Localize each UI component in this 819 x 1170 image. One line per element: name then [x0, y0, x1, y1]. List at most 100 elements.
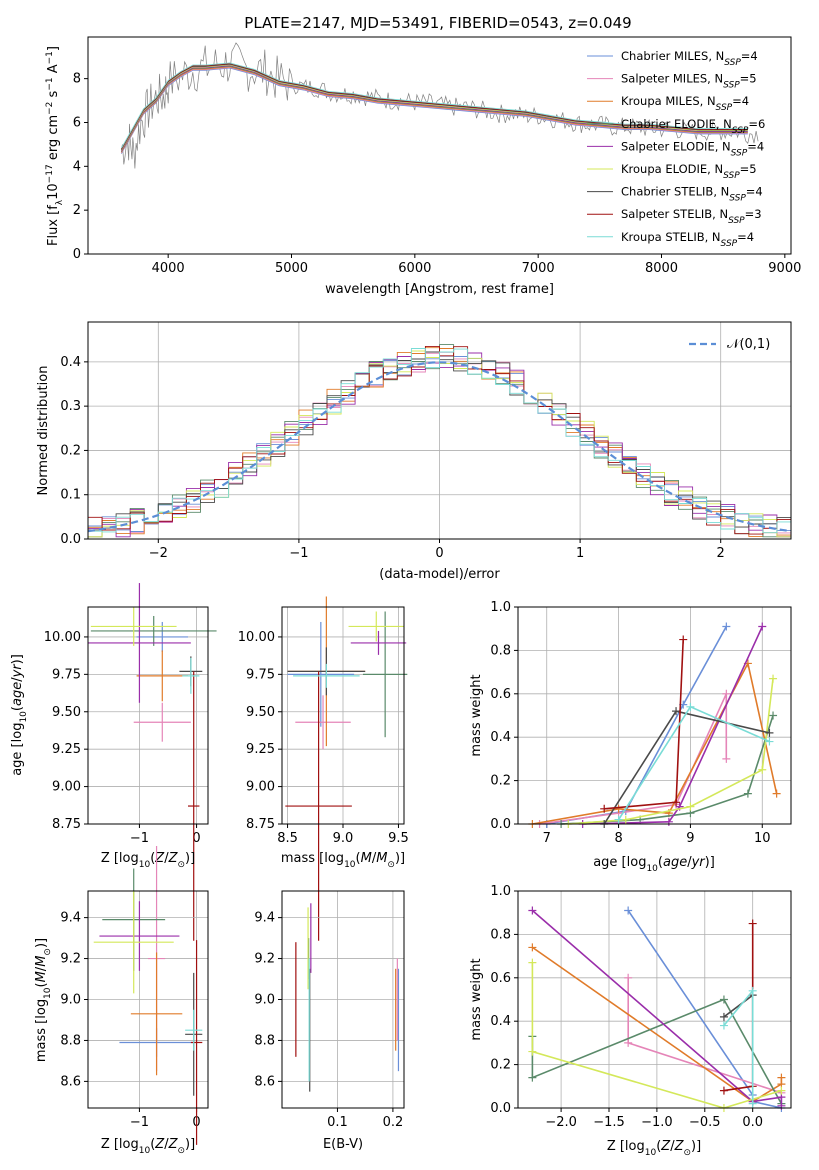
mZ-frame — [87, 890, 209, 1109]
ageZ-ytick-label: 8.75 — [52, 817, 81, 832]
wZ-marker — [624, 906, 633, 915]
mE-ytick-label: 9.4 — [254, 911, 275, 926]
label-part: / — [372, 851, 377, 866]
wAge-marker — [679, 635, 688, 644]
wAge-marker — [769, 711, 778, 720]
label-part: ( — [656, 1139, 661, 1154]
label-part: =5 — [740, 72, 757, 86]
legend-label: Salpeter STELIB, NSSP=3 — [621, 207, 762, 226]
label-part: ( — [356, 851, 361, 866]
label-part: M — [34, 956, 49, 967]
ageZ-ytick-label: 9.75 — [52, 667, 81, 682]
ageZ-ylabel: age [log10(age/yr)] — [10, 654, 29, 776]
label-part: )] — [185, 1137, 195, 1152]
label-part: age — [663, 855, 687, 870]
label-part: =4 — [747, 139, 764, 153]
wAge-xtick-label: 7 — [543, 831, 551, 846]
spectrum-frame — [87, 36, 792, 255]
label-part: age [log — [593, 855, 646, 870]
wZ-series-line — [723, 994, 754, 1018]
hist-normal-curve — [87, 361, 792, 533]
wAge-marker — [722, 754, 731, 763]
wZ-ytick-label: 0.2 — [490, 1058, 511, 1073]
wAge-marker — [621, 815, 630, 824]
spectrum-xtick-label: 4000 — [152, 261, 185, 276]
hist-series-step — [88, 348, 791, 534]
hist-legend-label: 𝒩(0,1) — [727, 337, 770, 352]
wAge-marker — [765, 728, 774, 737]
ageM-ytick-label: 9.50 — [246, 705, 275, 720]
mE-ytick-label: 8.8 — [254, 1033, 275, 1048]
ageZ-ytick-label: 9.50 — [52, 705, 81, 720]
mE-frame — [281, 890, 405, 1109]
spectrum-model-line — [120, 65, 748, 152]
wZ-marker — [528, 943, 537, 952]
wAge-ytick-label: 0.0 — [490, 817, 511, 832]
spectrum-xtick-label: 7000 — [522, 261, 555, 276]
ageM-xtick-label: 9.5 — [388, 831, 409, 846]
spectrum-model-line — [120, 62, 748, 149]
label-part: Salpeter STELIB, N — [621, 207, 728, 221]
wZ-marker — [528, 1073, 537, 1082]
mE-xtick-label: 0.2 — [383, 1115, 404, 1130]
mE-xlabel: E(B-V) — [323, 1137, 363, 1152]
wAge-marker — [614, 804, 623, 813]
wZ-marker — [719, 995, 728, 1004]
label-part: )] — [185, 851, 195, 866]
wAge-marker — [672, 798, 681, 807]
label-part: SSP — [716, 103, 733, 113]
wAge-marker — [765, 737, 774, 746]
wAge-marker — [672, 707, 681, 716]
wZ-marker — [748, 986, 757, 995]
wZ-marker — [748, 919, 757, 928]
wZ-marker — [719, 1012, 728, 1021]
hist-ytick-label: 0.3 — [60, 399, 81, 414]
label-part: Z [log — [101, 851, 139, 866]
ageM-xtick-label: 9.0 — [333, 831, 354, 846]
wAge-ytick-label: 0.8 — [490, 643, 511, 658]
label-part: ⊙ — [683, 1148, 691, 1158]
hist-ytick-label: 0.1 — [60, 488, 81, 503]
label-part: / — [10, 677, 25, 682]
label-part: Z — [154, 851, 165, 866]
label-part: Salpeter ELODIE, N — [621, 139, 731, 153]
wZ-xtick-label: −0.5 — [689, 1115, 721, 1130]
label-part: =6 — [748, 117, 765, 131]
label-part: / — [34, 966, 49, 971]
wZ-ytick-label: 0.8 — [490, 927, 511, 942]
wZ-marker — [528, 1047, 537, 1056]
legend-label: Chabrier MILES, NSSP=4 — [621, 49, 758, 68]
label-part: mass [log — [281, 851, 344, 866]
label-part: Kroupa STELIB, N — [621, 230, 721, 244]
label-part: M — [376, 851, 387, 866]
label-part: 10 — [645, 1148, 657, 1158]
label-part: 10 — [344, 860, 356, 870]
wAge-marker — [743, 789, 752, 798]
wAge-series-line — [546, 626, 728, 825]
mZ-ytick-label: 8.6 — [60, 1074, 81, 1089]
hist-ytick-label: 0.4 — [60, 355, 81, 370]
label-part: =3 — [745, 207, 762, 221]
label-part: )] — [10, 654, 25, 664]
label-part: 10 — [19, 711, 29, 723]
label-part: Z — [154, 1137, 165, 1152]
legend-label: Kroupa STELIB, NSSP=4 — [621, 230, 754, 249]
label-part: erg cm — [46, 115, 61, 164]
wAge-marker — [686, 702, 695, 711]
label-part: / — [164, 1137, 169, 1152]
wAge-marker — [758, 622, 767, 631]
wAge-xlabel: age [log10(age/yr)] — [593, 855, 715, 874]
label-part: =4 — [737, 230, 754, 244]
spectrum-model-line — [120, 67, 748, 154]
ageM-ytick-label: 10.00 — [238, 630, 275, 645]
legend-label: Chabrier STELIB, NSSP=4 — [621, 185, 763, 204]
ageZ-xlabel: Z [log10(Z/Z⊙)] — [101, 851, 195, 870]
wZ-marker — [528, 906, 537, 915]
label-part: Chabrier MILES, N — [621, 49, 724, 63]
label-part: M — [34, 971, 49, 982]
label-part: SSP — [721, 239, 738, 249]
wZ-marker — [719, 1021, 728, 1030]
label-part: ( — [658, 855, 663, 870]
label-part: Z — [660, 1139, 671, 1154]
